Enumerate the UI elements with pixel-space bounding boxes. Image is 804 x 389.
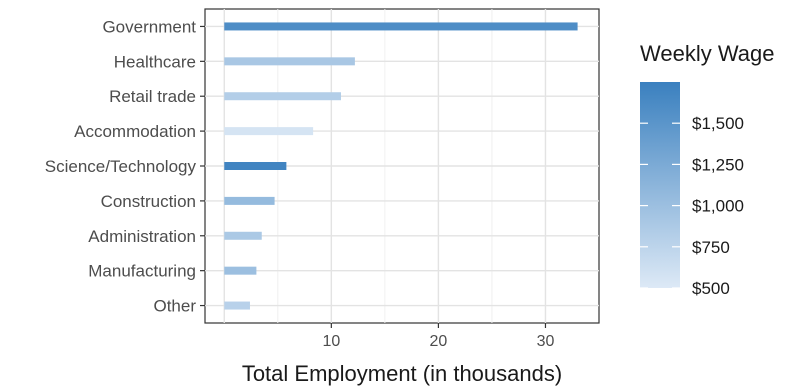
- bar: [224, 301, 250, 310]
- legend-ticks: $500 $750 $1,000 $1,250 $1,500: [640, 114, 744, 298]
- category-label: Manufacturing: [88, 262, 196, 281]
- category-label: Government: [102, 17, 196, 36]
- category-label: Construction: [101, 192, 196, 211]
- bar: [224, 266, 257, 275]
- category-labels: Government Healthcare Retail trade Accommod…: [45, 17, 205, 316]
- x-tick-label: 30: [537, 333, 555, 350]
- x-axis-title: Total Employment (in thousands): [242, 361, 562, 386]
- x-tick-label: 10: [322, 333, 340, 350]
- bar: [224, 196, 275, 205]
- x-tick-label: 20: [430, 333, 448, 350]
- legend-title: Weekly Wage: [640, 41, 775, 66]
- legend-tick-label: $1,250: [692, 155, 744, 174]
- bar: [224, 57, 355, 66]
- x-tick-labels: 10 20 30: [322, 323, 554, 350]
- legend-tick-label: $750: [692, 238, 730, 257]
- bar: [224, 231, 262, 240]
- bar: [224, 127, 314, 136]
- legend-colorbar: [640, 82, 680, 288]
- legend-tick-label: $500: [692, 279, 730, 298]
- legend-tick-label: $1,000: [692, 197, 744, 216]
- bar: [224, 22, 578, 31]
- bar: [224, 92, 341, 101]
- legend-tick-label: $1,500: [692, 114, 744, 133]
- category-label: Retail trade: [109, 87, 196, 106]
- bars: [224, 22, 578, 310]
- category-label: Accommodation: [74, 122, 196, 141]
- category-label: Healthcare: [114, 52, 196, 71]
- category-label: Science/Technology: [45, 157, 197, 176]
- category-label: Other: [153, 297, 196, 316]
- category-label: Administration: [88, 227, 196, 246]
- bar: [224, 162, 287, 170]
